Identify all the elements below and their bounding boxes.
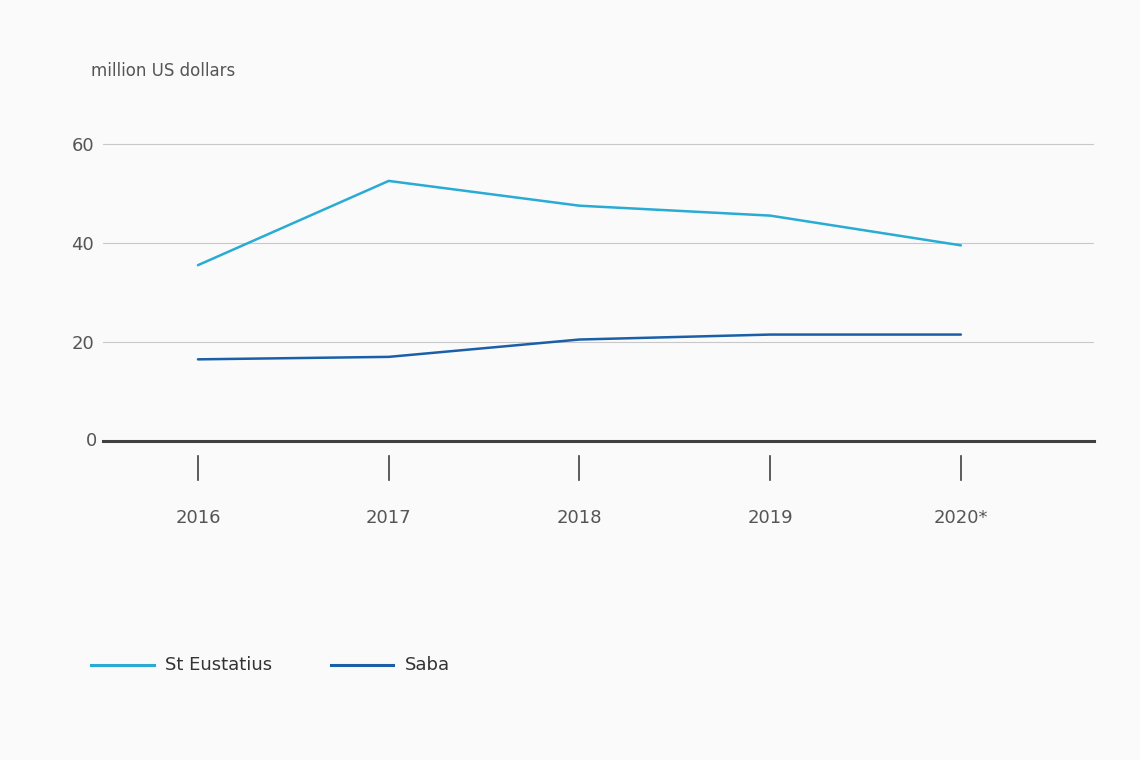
Text: St Eustatius: St Eustatius: [165, 656, 272, 674]
Text: 2016: 2016: [176, 509, 221, 527]
Text: 0: 0: [86, 432, 97, 450]
Text: 2019: 2019: [748, 509, 793, 527]
Text: million US dollars: million US dollars: [91, 62, 236, 80]
Text: 2018: 2018: [556, 509, 602, 527]
Text: 2017: 2017: [366, 509, 412, 527]
Text: Saba: Saba: [405, 656, 450, 674]
Text: 2020*: 2020*: [934, 509, 988, 527]
